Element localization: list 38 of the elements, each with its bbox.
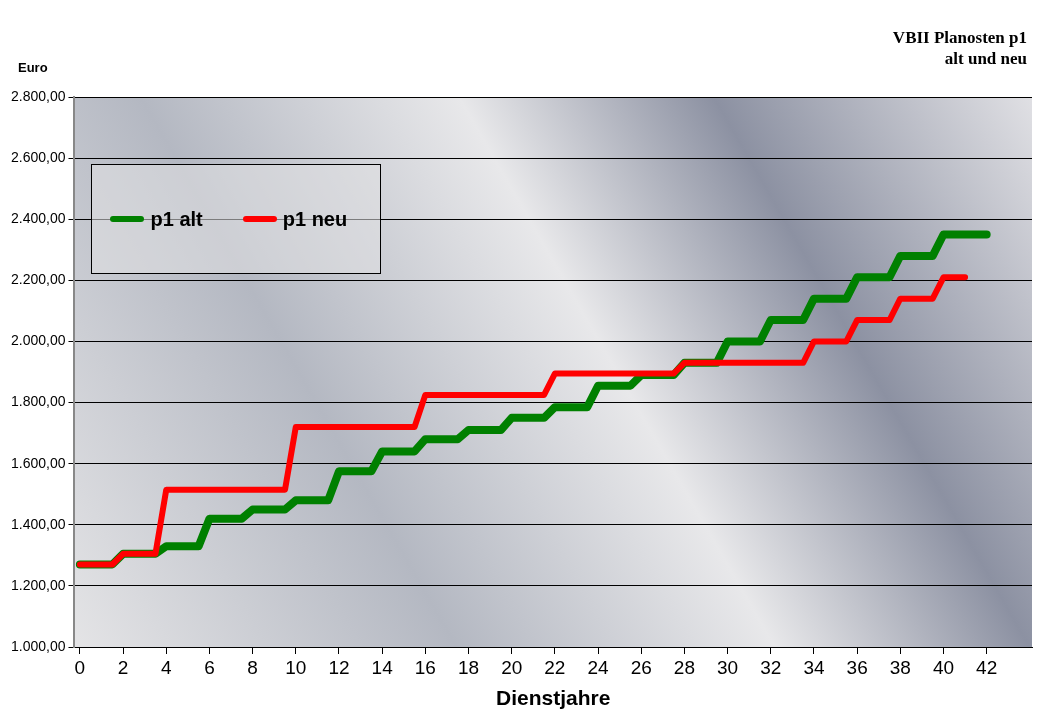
y-axis-title: Euro xyxy=(18,60,48,76)
y-tick-label: 1.800,00 xyxy=(11,393,66,410)
x-tick-label: 38 xyxy=(889,656,911,678)
legend-label: p1 alt xyxy=(150,207,203,231)
x-tick-label: 12 xyxy=(328,656,350,678)
x-tick-label: 0 xyxy=(74,656,86,678)
y-tick-label: 2.400,00 xyxy=(11,210,66,227)
y-tick-label: 1.600,00 xyxy=(11,454,66,471)
y-tick-label: 2.800,00 xyxy=(11,87,66,104)
x-tick-label: 26 xyxy=(630,656,652,678)
y-tick-label: 2.000,00 xyxy=(11,332,66,349)
x-tick-label: 36 xyxy=(846,656,868,678)
x-tick-label: 16 xyxy=(414,656,436,678)
x-tick-label: 14 xyxy=(371,656,394,678)
x-tick-label: 2 xyxy=(117,656,129,678)
y-tick-label: 1.400,00 xyxy=(11,515,66,532)
x-tick-label: 32 xyxy=(760,656,782,678)
x-tick-label: 6 xyxy=(204,656,215,678)
y-tick-label: 1.200,00 xyxy=(11,576,66,593)
x-tick-label: 20 xyxy=(501,656,523,678)
chart-subtitle: alt und neu xyxy=(944,48,1027,68)
x-tick-label: 22 xyxy=(544,656,566,678)
x-tick-label: 4 xyxy=(160,656,172,678)
legend-label: p1 neu xyxy=(282,207,348,231)
x-axis-title: Dienstjahre xyxy=(496,686,611,710)
x-tick-label: 8 xyxy=(247,656,258,678)
chart-title: VBII Planosten p1 xyxy=(892,27,1027,47)
x-tick-label: 42 xyxy=(976,656,998,678)
x-tick-label: 10 xyxy=(285,656,307,678)
y-tick-label: 2.600,00 xyxy=(11,148,66,165)
x-tick-label: 24 xyxy=(587,656,610,678)
x-tick-label: 40 xyxy=(932,656,955,678)
x-tick-label: 34 xyxy=(803,656,825,678)
y-tick-label: 1.000,00 xyxy=(11,637,66,654)
y-tick-label: 2.200,00 xyxy=(11,271,66,288)
x-tick-label: 18 xyxy=(457,656,480,678)
x-tick-label: 28 xyxy=(673,656,695,678)
x-tick-label: 30 xyxy=(717,656,739,678)
